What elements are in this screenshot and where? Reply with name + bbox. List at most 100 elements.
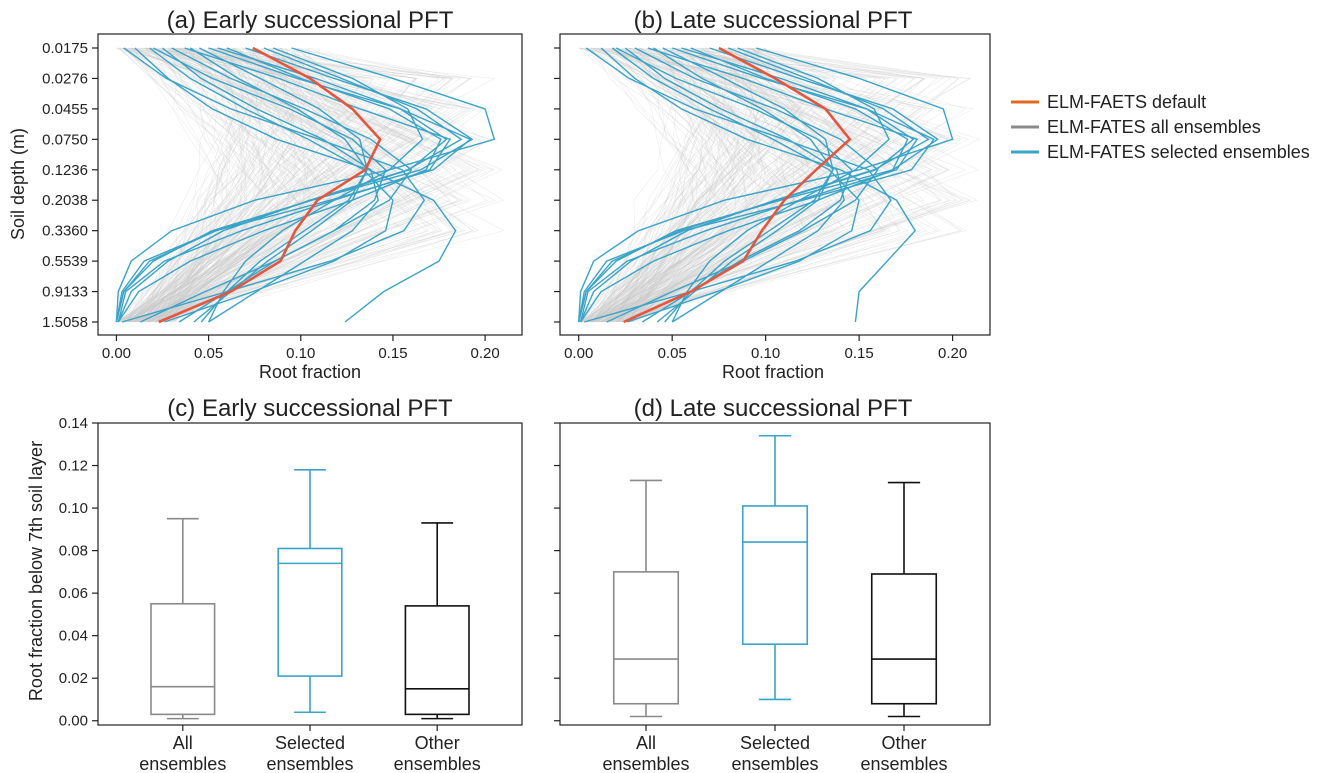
selected-ensemble-line-3 [149,47,394,323]
all-ensemble-line [121,47,356,323]
all-ensemble-line [119,47,396,323]
all-ensemble-line [594,47,844,323]
all-ensemble-line [626,47,965,323]
all-ensemble-line [604,47,941,323]
panel-b-title: (b) Late successional PFT [634,7,913,34]
all-ensemble-line [155,47,274,323]
selected-ensemble-line-5 [117,47,452,323]
all-ensemble-line [140,47,415,323]
all-ensemble-line [146,47,417,323]
all-ensemble-line [144,47,374,323]
all-ensemble-line [163,47,414,323]
all-ensemble-line [144,47,461,323]
all-ensemble-line [125,47,293,323]
all-ensemble-line [153,47,340,323]
y-tick-label: 1.5058 [42,314,88,331]
all-ensemble-line [607,47,758,323]
all-ensemble-line [163,47,488,323]
all-ensemble-line [124,47,233,323]
all-ensemble-line [616,47,721,323]
panel-a-axes-frame [97,33,523,336]
y-tick-label: 0.0276 [42,70,88,87]
all-ensemble-line [584,47,788,323]
selected-ensemble-line-7 [580,47,909,323]
all-ensemble-line [121,47,409,323]
panel-a-title: (a) Early successional PFT [167,7,454,34]
all-ensemble-line [578,47,808,323]
all-ensemble-line [119,47,463,323]
all-ensemble-line [580,47,732,323]
all-ensemble-line [138,47,374,323]
panel-a-line-chart: (a) Early successional PFT 0.00 0.05 0.10 0… [8,7,523,382]
all-ensemble-line [610,47,692,323]
all-ensemble-line [116,47,472,323]
all-ensemble-line [580,47,869,323]
all-ensemble-line [171,47,349,323]
all-ensemble-line [627,47,724,323]
all-ensemble-line [151,47,249,323]
all-ensemble-line [122,47,247,323]
iqr-box [612,571,680,705]
all-ensemble-line [628,47,771,323]
all-ensemble-line [594,47,960,323]
all-ensemble-line [145,47,232,323]
all-ensemble-line [595,47,970,323]
all-ensemble-line [591,47,717,323]
all-ensemble-line [603,47,956,323]
x-tick-label: Selected ensembles [266,733,353,773]
all-ensemble-line [129,47,440,323]
all-ensemble-line [148,47,285,323]
all-ensemble-line [160,47,281,323]
all-ensemble-line [586,47,887,323]
all-ensemble-line [628,47,763,323]
all-ensemble-line [140,47,378,323]
all-ensemble-line [593,47,845,323]
all-ensemble-line [140,47,474,323]
all-ensemble-line [621,47,963,323]
all-ensemble-line [586,47,790,323]
all-ensemble-line [119,47,258,323]
panel-c-y-axis-label: Root fraction below 7th soil layer [26,441,46,701]
selected-ensemble-line-2 [584,47,892,323]
all-ensemble-line [620,47,853,323]
all-ensemble-line [118,47,455,323]
all-ensemble-line [126,47,302,323]
all-ensemble-line [165,47,280,323]
all-ensemble-line [135,47,387,323]
all-ensemble-line [151,47,472,323]
all-ensemble-line [622,47,943,323]
all-ensemble-line [588,47,748,323]
selected-ensemble-line-0 [600,47,917,323]
all-ensemble-line [128,47,441,323]
all-ensemble-line [611,47,760,323]
all-ensemble-line [618,47,751,323]
all-ensemble-line [137,47,473,323]
iqr-box [404,605,470,716]
all-ensemble-line [118,47,474,323]
all-ensemble-line [130,47,297,323]
all-ensemble-line [590,47,699,323]
all-ensemble-line [138,47,441,323]
all-ensemble-line [622,47,748,323]
all-ensemble-line [584,47,942,323]
all-ensemble-line [615,47,736,323]
box-1 [277,468,343,714]
all-ensemble-line [594,47,887,323]
x-tick-label: Selected ensembles [731,733,818,773]
all-ensemble-line [131,47,319,323]
all-ensemble-line [600,47,757,323]
all-ensemble-line [593,47,878,323]
all-ensemble-line [593,47,775,323]
all-ensemble-line [140,47,243,323]
all-ensemble-line [152,47,253,323]
all-ensemble-line [593,47,898,323]
all-ensemble-line [581,47,762,323]
panel-b-x-axis-label: Root fraction [722,362,824,382]
all-ensemble-line [123,47,354,323]
all-ensemble-line [613,47,849,323]
all-ensemble-line [135,47,419,323]
y-tick-label: 0.0455 [42,101,88,118]
all-ensemble-line [138,47,469,323]
all-ensemble-line [150,47,327,323]
